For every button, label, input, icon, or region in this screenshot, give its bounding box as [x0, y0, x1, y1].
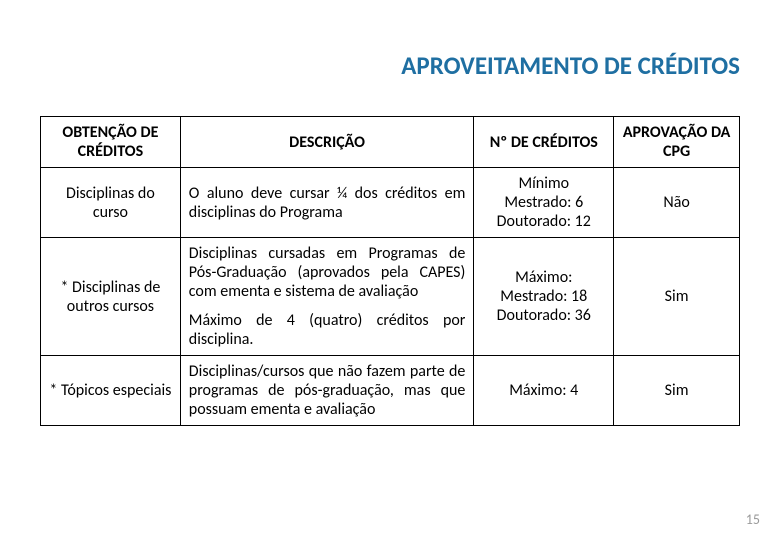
- cell-creditos: Máximo: 4: [474, 356, 614, 426]
- col-header-n-creditos: Nº DE CRÉDITOS: [474, 117, 614, 168]
- cell-creditos: Máximo: Mestrado: 18 Doutorado: 36: [474, 238, 614, 356]
- col-header-descricao: DESCRIÇÃO: [180, 117, 474, 168]
- cell-obtencao: * Disciplinas de outros cursos: [41, 238, 181, 356]
- desc-para: Disciplinas cursadas em Programas de Pós…: [189, 244, 466, 301]
- credits-line: Mestrado: 18: [482, 287, 605, 306]
- credits-line: Máximo: 4: [482, 381, 605, 400]
- col-header-obtencao: OBTENÇÃO DE CRÉDITOS: [41, 117, 181, 168]
- credits-table: OBTENÇÃO DE CRÉDITOS DESCRIÇÃO Nº DE CRÉ…: [40, 116, 740, 426]
- cell-obtencao: * Tópicos especiais: [41, 356, 181, 426]
- credits-line: Mestrado: 6: [482, 193, 605, 212]
- credits-line: Doutorado: 36: [482, 306, 605, 325]
- credits-line: Mínimo: [482, 174, 605, 193]
- col-header-aprovacao: APROVAÇÃO DA CPG: [614, 117, 740, 168]
- credits-line: Máximo:: [482, 268, 605, 287]
- cell-descricao: O aluno deve cursar ¼ dos créditos em di…: [180, 168, 474, 238]
- cell-aprovacao: Sim: [614, 356, 740, 426]
- slide-content: APROVEITAMENTO DE CRÉDITOS OBTENÇÃO DE C…: [0, 0, 780, 540]
- credits-line: Doutorado: 12: [482, 212, 605, 231]
- page-number: 15: [746, 511, 760, 528]
- cell-aprovacao: Sim: [614, 238, 740, 356]
- table-row: Disciplinas do curso O aluno deve cursar…: [41, 168, 740, 238]
- cell-obtencao: Disciplinas do curso: [41, 168, 181, 238]
- cell-descricao: Disciplinas/cursos que não fazem parte d…: [180, 356, 474, 426]
- cell-creditos: Mínimo Mestrado: 6 Doutorado: 12: [474, 168, 614, 238]
- slide-title: APROVEITAMENTO DE CRÉDITOS: [40, 50, 740, 81]
- desc-para: Máximo de 4 (quatro) créditos por discip…: [189, 311, 466, 349]
- table-row: * Tópicos especiais Disciplinas/cursos q…: [41, 356, 740, 426]
- table-row: * Disciplinas de outros cursos Disciplin…: [41, 238, 740, 356]
- cell-aprovacao: Não: [614, 168, 740, 238]
- table-header-row: OBTENÇÃO DE CRÉDITOS DESCRIÇÃO Nº DE CRÉ…: [41, 117, 740, 168]
- cell-descricao: Disciplinas cursadas em Programas de Pós…: [180, 238, 474, 356]
